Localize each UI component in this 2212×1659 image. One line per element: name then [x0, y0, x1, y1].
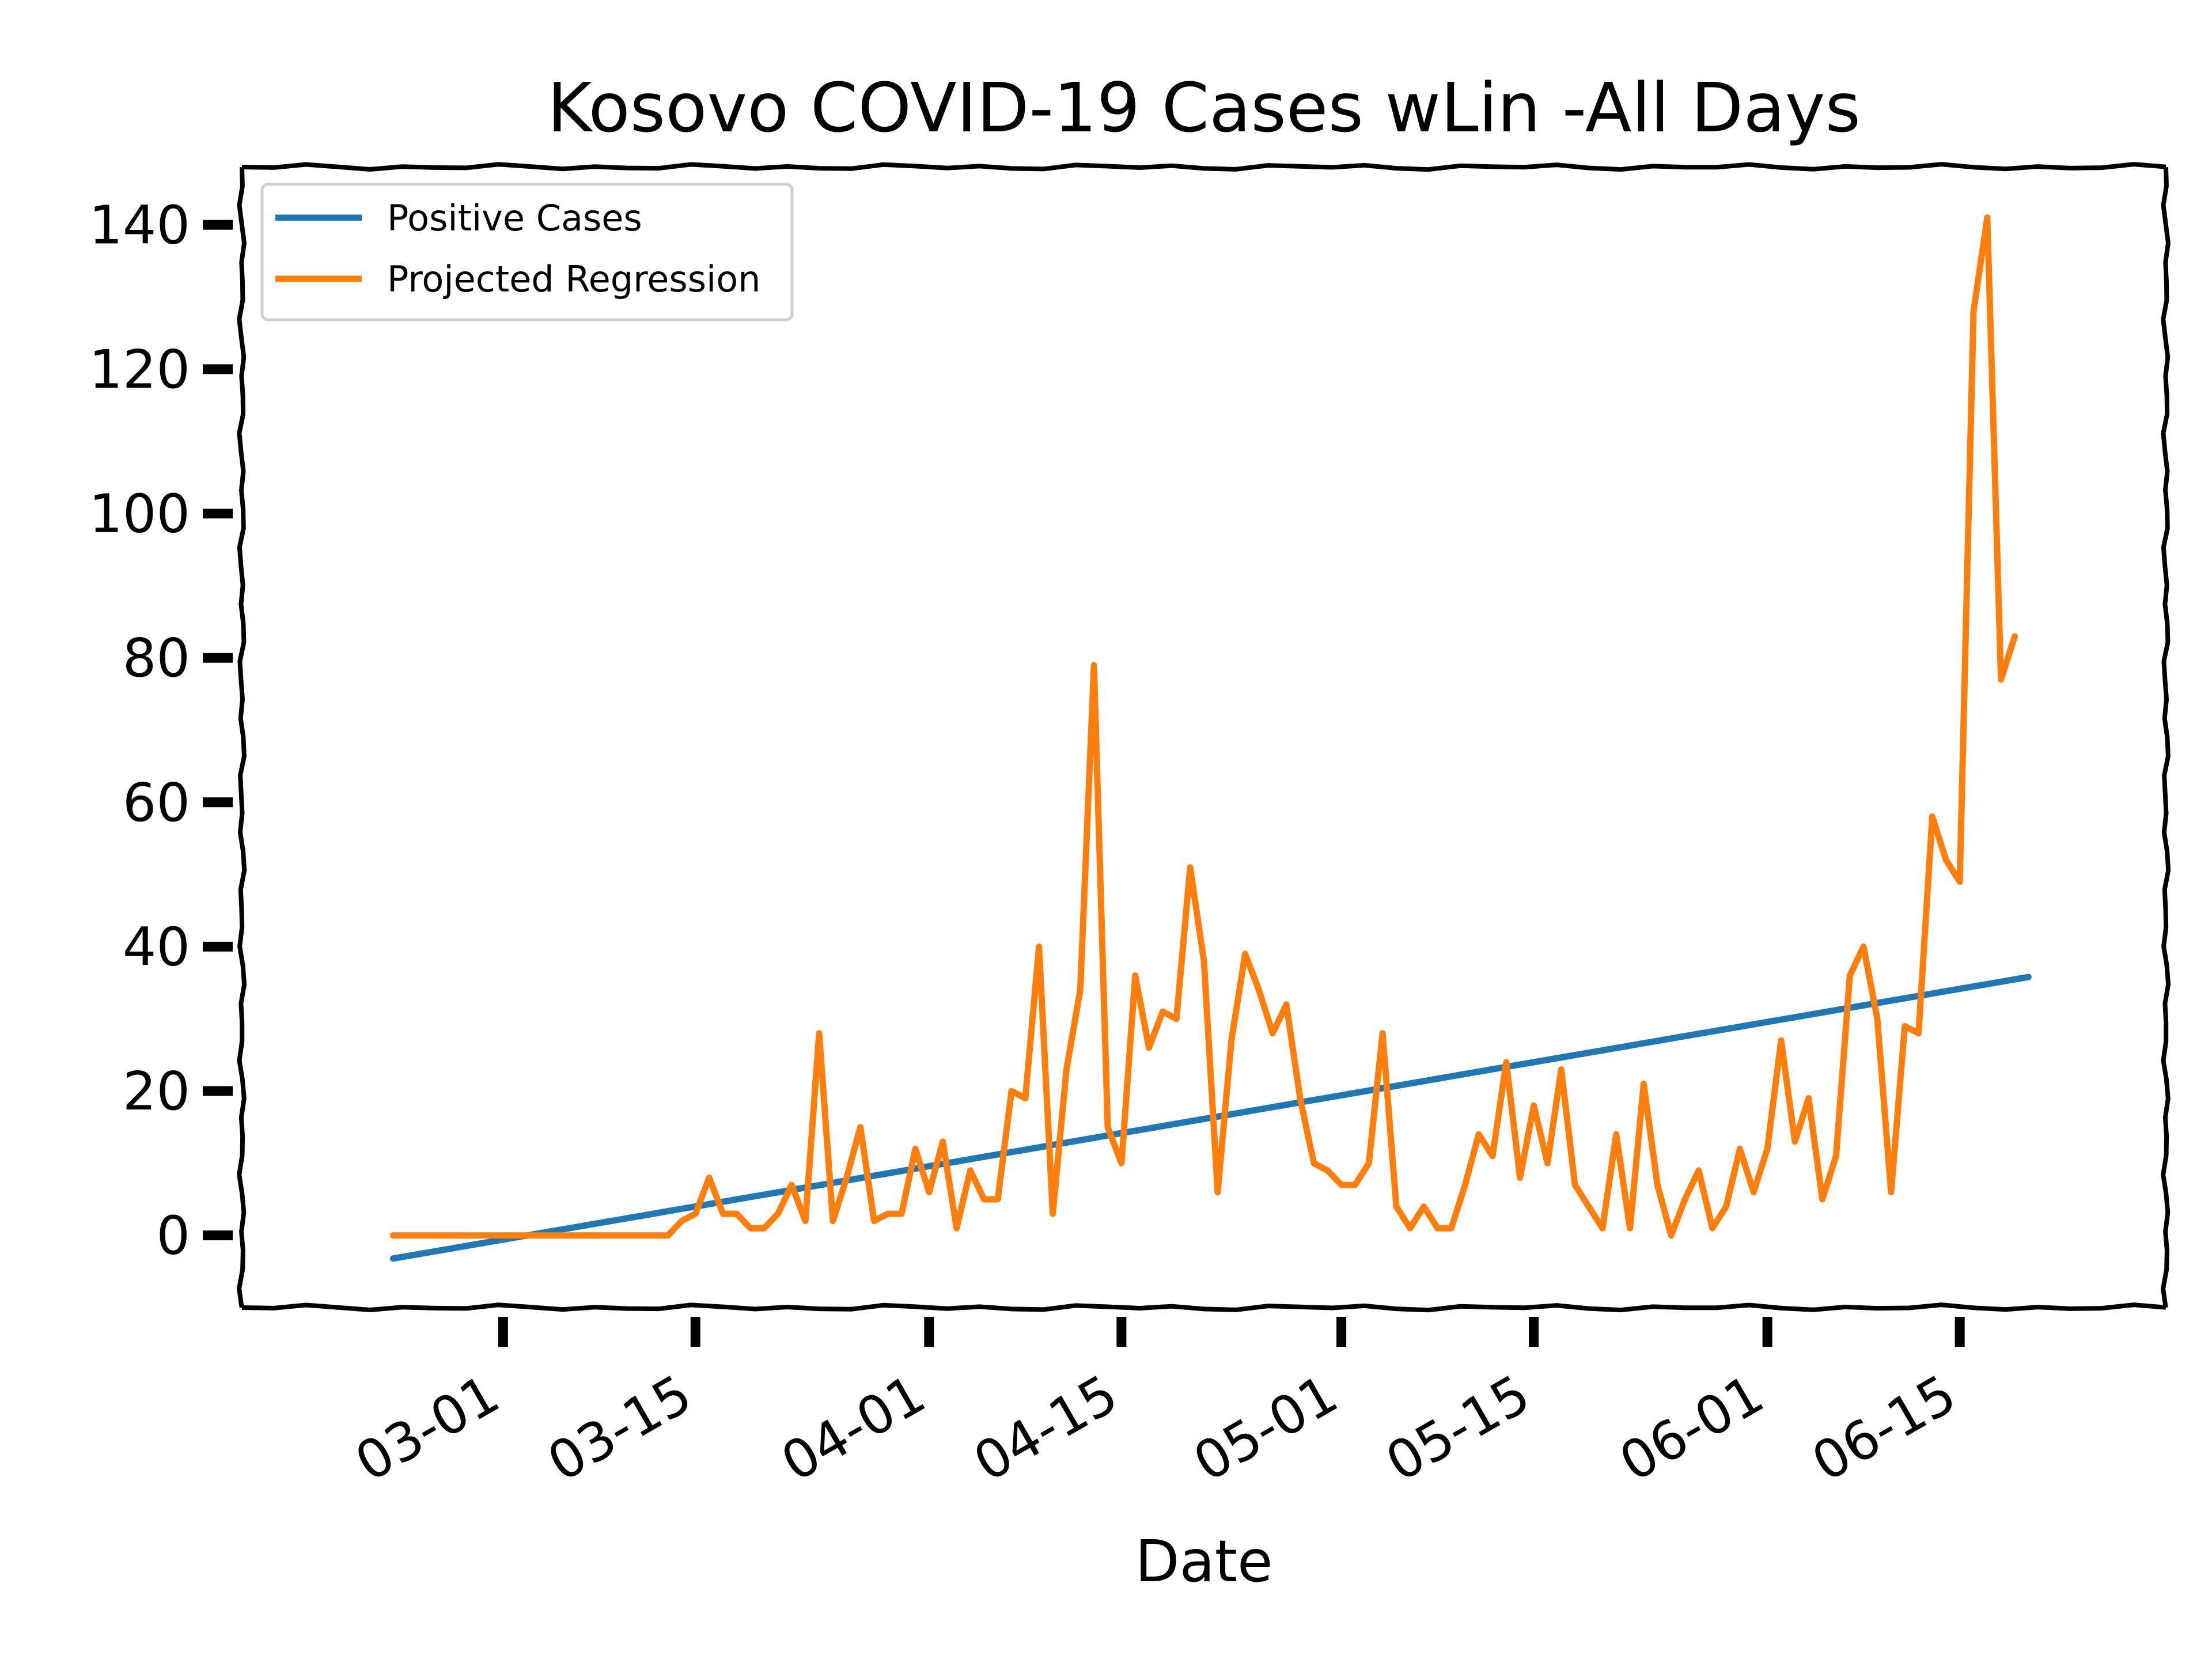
plot-border-left [237, 166, 247, 1308]
chart-title: Kosovo COVID-19 Cases wLin -All Days [547, 68, 1861, 147]
x-axis-label: Date [1135, 1528, 1272, 1595]
legend-label: Positive Cases [387, 197, 642, 239]
series-layer [389, 214, 2032, 1262]
y-axis-ticks: 0 20 40 60 80 100 120 140 [89, 194, 233, 1267]
legend: Positive Cases Projected Regression [260, 183, 794, 321]
y-tick-label: 20 [123, 1060, 190, 1122]
legend-label: Projected Regression [387, 258, 760, 300]
y-tick-label: 140 [89, 194, 190, 256]
y-tick-label: 40 [123, 916, 190, 978]
x-tick-label: 06-01 [1609, 1363, 1774, 1493]
x-tick-label: 04-15 [964, 1363, 1128, 1493]
y-tick-label: 0 [156, 1205, 190, 1267]
x-tick-label: 05-01 [1184, 1363, 1348, 1493]
plot-border-right [2161, 166, 2171, 1308]
x-tick-label: 06-15 [1802, 1363, 1966, 1493]
series-line-projected-regression [389, 214, 2018, 1239]
x-tick-label: 03-01 [345, 1363, 509, 1493]
plot-border-bottom [241, 1302, 2166, 1313]
x-tick-label: 04-01 [771, 1363, 935, 1493]
legend-box [260, 183, 794, 321]
plot-border-top [241, 162, 2166, 172]
y-tick-label: 80 [123, 627, 190, 689]
x-tick-label: 05-15 [1376, 1363, 1540, 1493]
x-axis-ticks: 03-01 03-15 04-01 04-15 05-01 05-15 06-01 06-15 [345, 1317, 1966, 1494]
y-tick-label: 60 [123, 772, 190, 834]
y-tick-label: 100 [89, 483, 190, 545]
y-tick-label: 120 [89, 339, 190, 400]
plot-frame [237, 162, 2171, 1313]
x-tick-label: 03-15 [537, 1363, 702, 1493]
